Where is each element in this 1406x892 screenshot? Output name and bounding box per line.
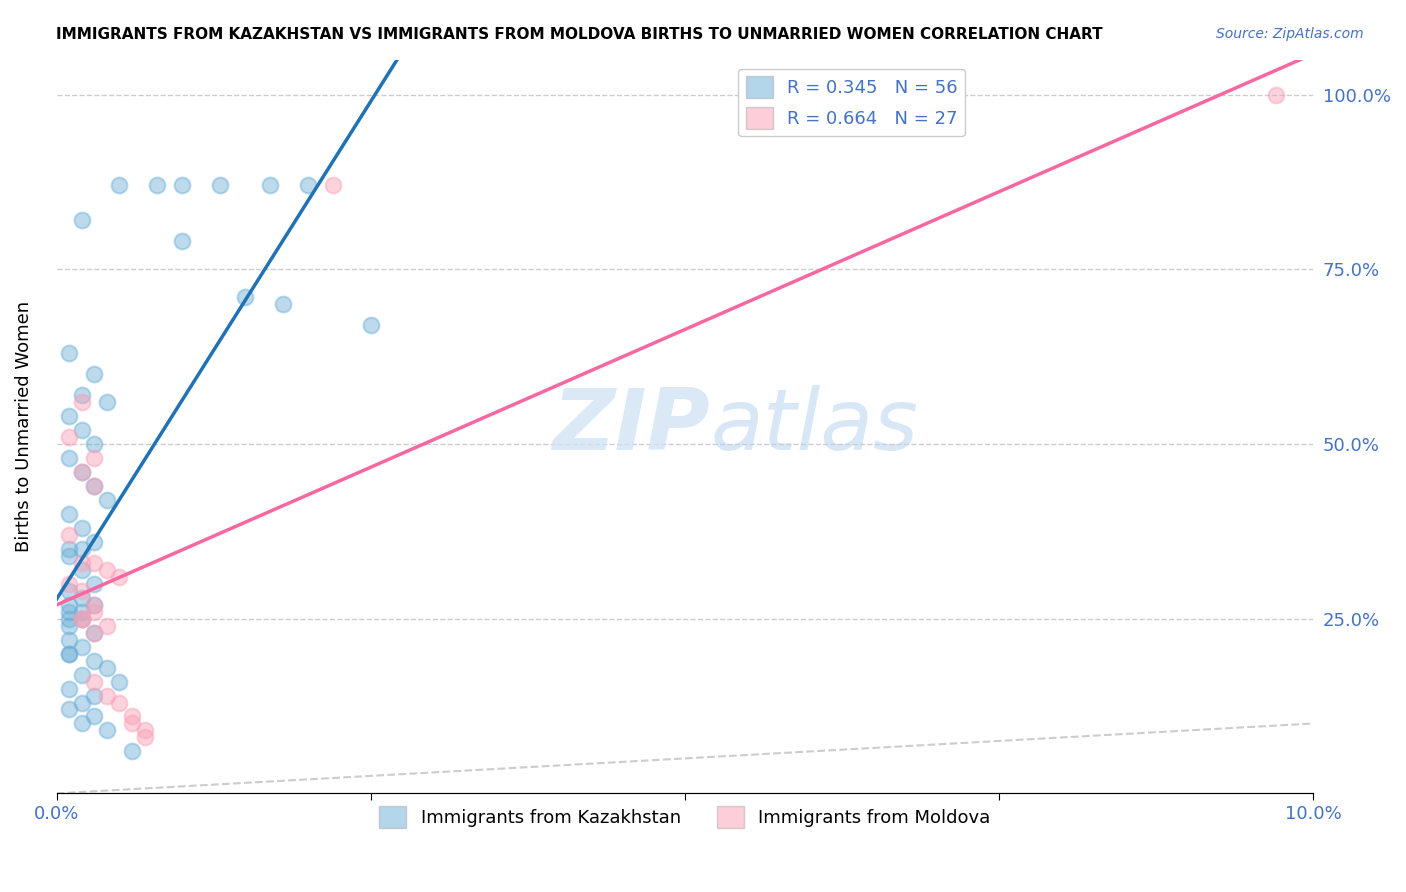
Point	[83, 625, 105, 640]
Point	[146, 178, 169, 193]
Point	[70, 465, 93, 479]
Point	[58, 702, 80, 716]
Point	[83, 625, 105, 640]
Point	[121, 744, 143, 758]
Point	[58, 430, 80, 444]
Point	[58, 612, 80, 626]
Point	[1264, 87, 1286, 102]
Point	[83, 674, 105, 689]
Text: ZIP: ZIP	[553, 385, 710, 468]
Point	[83, 534, 105, 549]
Point	[70, 612, 93, 626]
Point	[96, 492, 118, 507]
Point	[108, 178, 131, 193]
Point	[70, 640, 93, 654]
Point	[96, 563, 118, 577]
Point	[96, 618, 118, 632]
Point	[58, 618, 80, 632]
Point	[58, 450, 80, 465]
Point	[83, 437, 105, 451]
Point	[134, 731, 156, 745]
Point	[70, 605, 93, 619]
Text: Source: ZipAtlas.com: Source: ZipAtlas.com	[1216, 27, 1364, 41]
Point	[96, 395, 118, 409]
Point	[83, 556, 105, 570]
Point	[70, 388, 93, 402]
Point	[70, 541, 93, 556]
Point	[83, 605, 105, 619]
Point	[96, 723, 118, 738]
Point	[58, 576, 80, 591]
Point	[360, 318, 382, 333]
Point	[134, 723, 156, 738]
Point	[58, 583, 80, 598]
Point	[297, 178, 319, 193]
Point	[83, 709, 105, 723]
Point	[322, 178, 344, 193]
Point	[271, 297, 294, 311]
Point	[108, 674, 131, 689]
Point	[83, 654, 105, 668]
Point	[121, 716, 143, 731]
Point	[259, 178, 281, 193]
Point	[58, 647, 80, 661]
Point	[70, 612, 93, 626]
Point	[58, 605, 80, 619]
Point	[70, 521, 93, 535]
Point	[58, 507, 80, 521]
Point	[108, 696, 131, 710]
Point	[172, 235, 194, 249]
Point	[58, 549, 80, 563]
Point	[70, 716, 93, 731]
Point	[83, 576, 105, 591]
Point	[70, 612, 93, 626]
Point	[58, 681, 80, 696]
Point	[172, 178, 194, 193]
Point	[108, 570, 131, 584]
Point	[233, 290, 256, 304]
Point	[83, 689, 105, 703]
Point	[58, 409, 80, 423]
Text: IMMIGRANTS FROM KAZAKHSTAN VS IMMIGRANTS FROM MOLDOVA BIRTHS TO UNMARRIED WOMEN : IMMIGRANTS FROM KAZAKHSTAN VS IMMIGRANTS…	[56, 27, 1102, 42]
Point	[58, 647, 80, 661]
Point	[70, 667, 93, 681]
Legend: Immigrants from Kazakhstan, Immigrants from Moldova: Immigrants from Kazakhstan, Immigrants f…	[373, 799, 998, 836]
Point	[70, 696, 93, 710]
Point	[70, 423, 93, 437]
Point	[83, 479, 105, 493]
Point	[96, 660, 118, 674]
Point	[58, 346, 80, 360]
Point	[96, 689, 118, 703]
Point	[83, 598, 105, 612]
Point	[208, 178, 231, 193]
Point	[83, 450, 105, 465]
Point	[83, 479, 105, 493]
Point	[70, 591, 93, 605]
Point	[70, 563, 93, 577]
Point	[70, 583, 93, 598]
Point	[58, 598, 80, 612]
Point	[70, 213, 93, 227]
Point	[83, 598, 105, 612]
Point	[58, 541, 80, 556]
Point	[70, 556, 93, 570]
Point	[58, 528, 80, 542]
Y-axis label: Births to Unmarried Women: Births to Unmarried Women	[15, 301, 32, 552]
Text: atlas: atlas	[710, 385, 918, 468]
Point	[70, 395, 93, 409]
Point	[121, 709, 143, 723]
Point	[70, 465, 93, 479]
Point	[83, 367, 105, 381]
Point	[58, 632, 80, 647]
